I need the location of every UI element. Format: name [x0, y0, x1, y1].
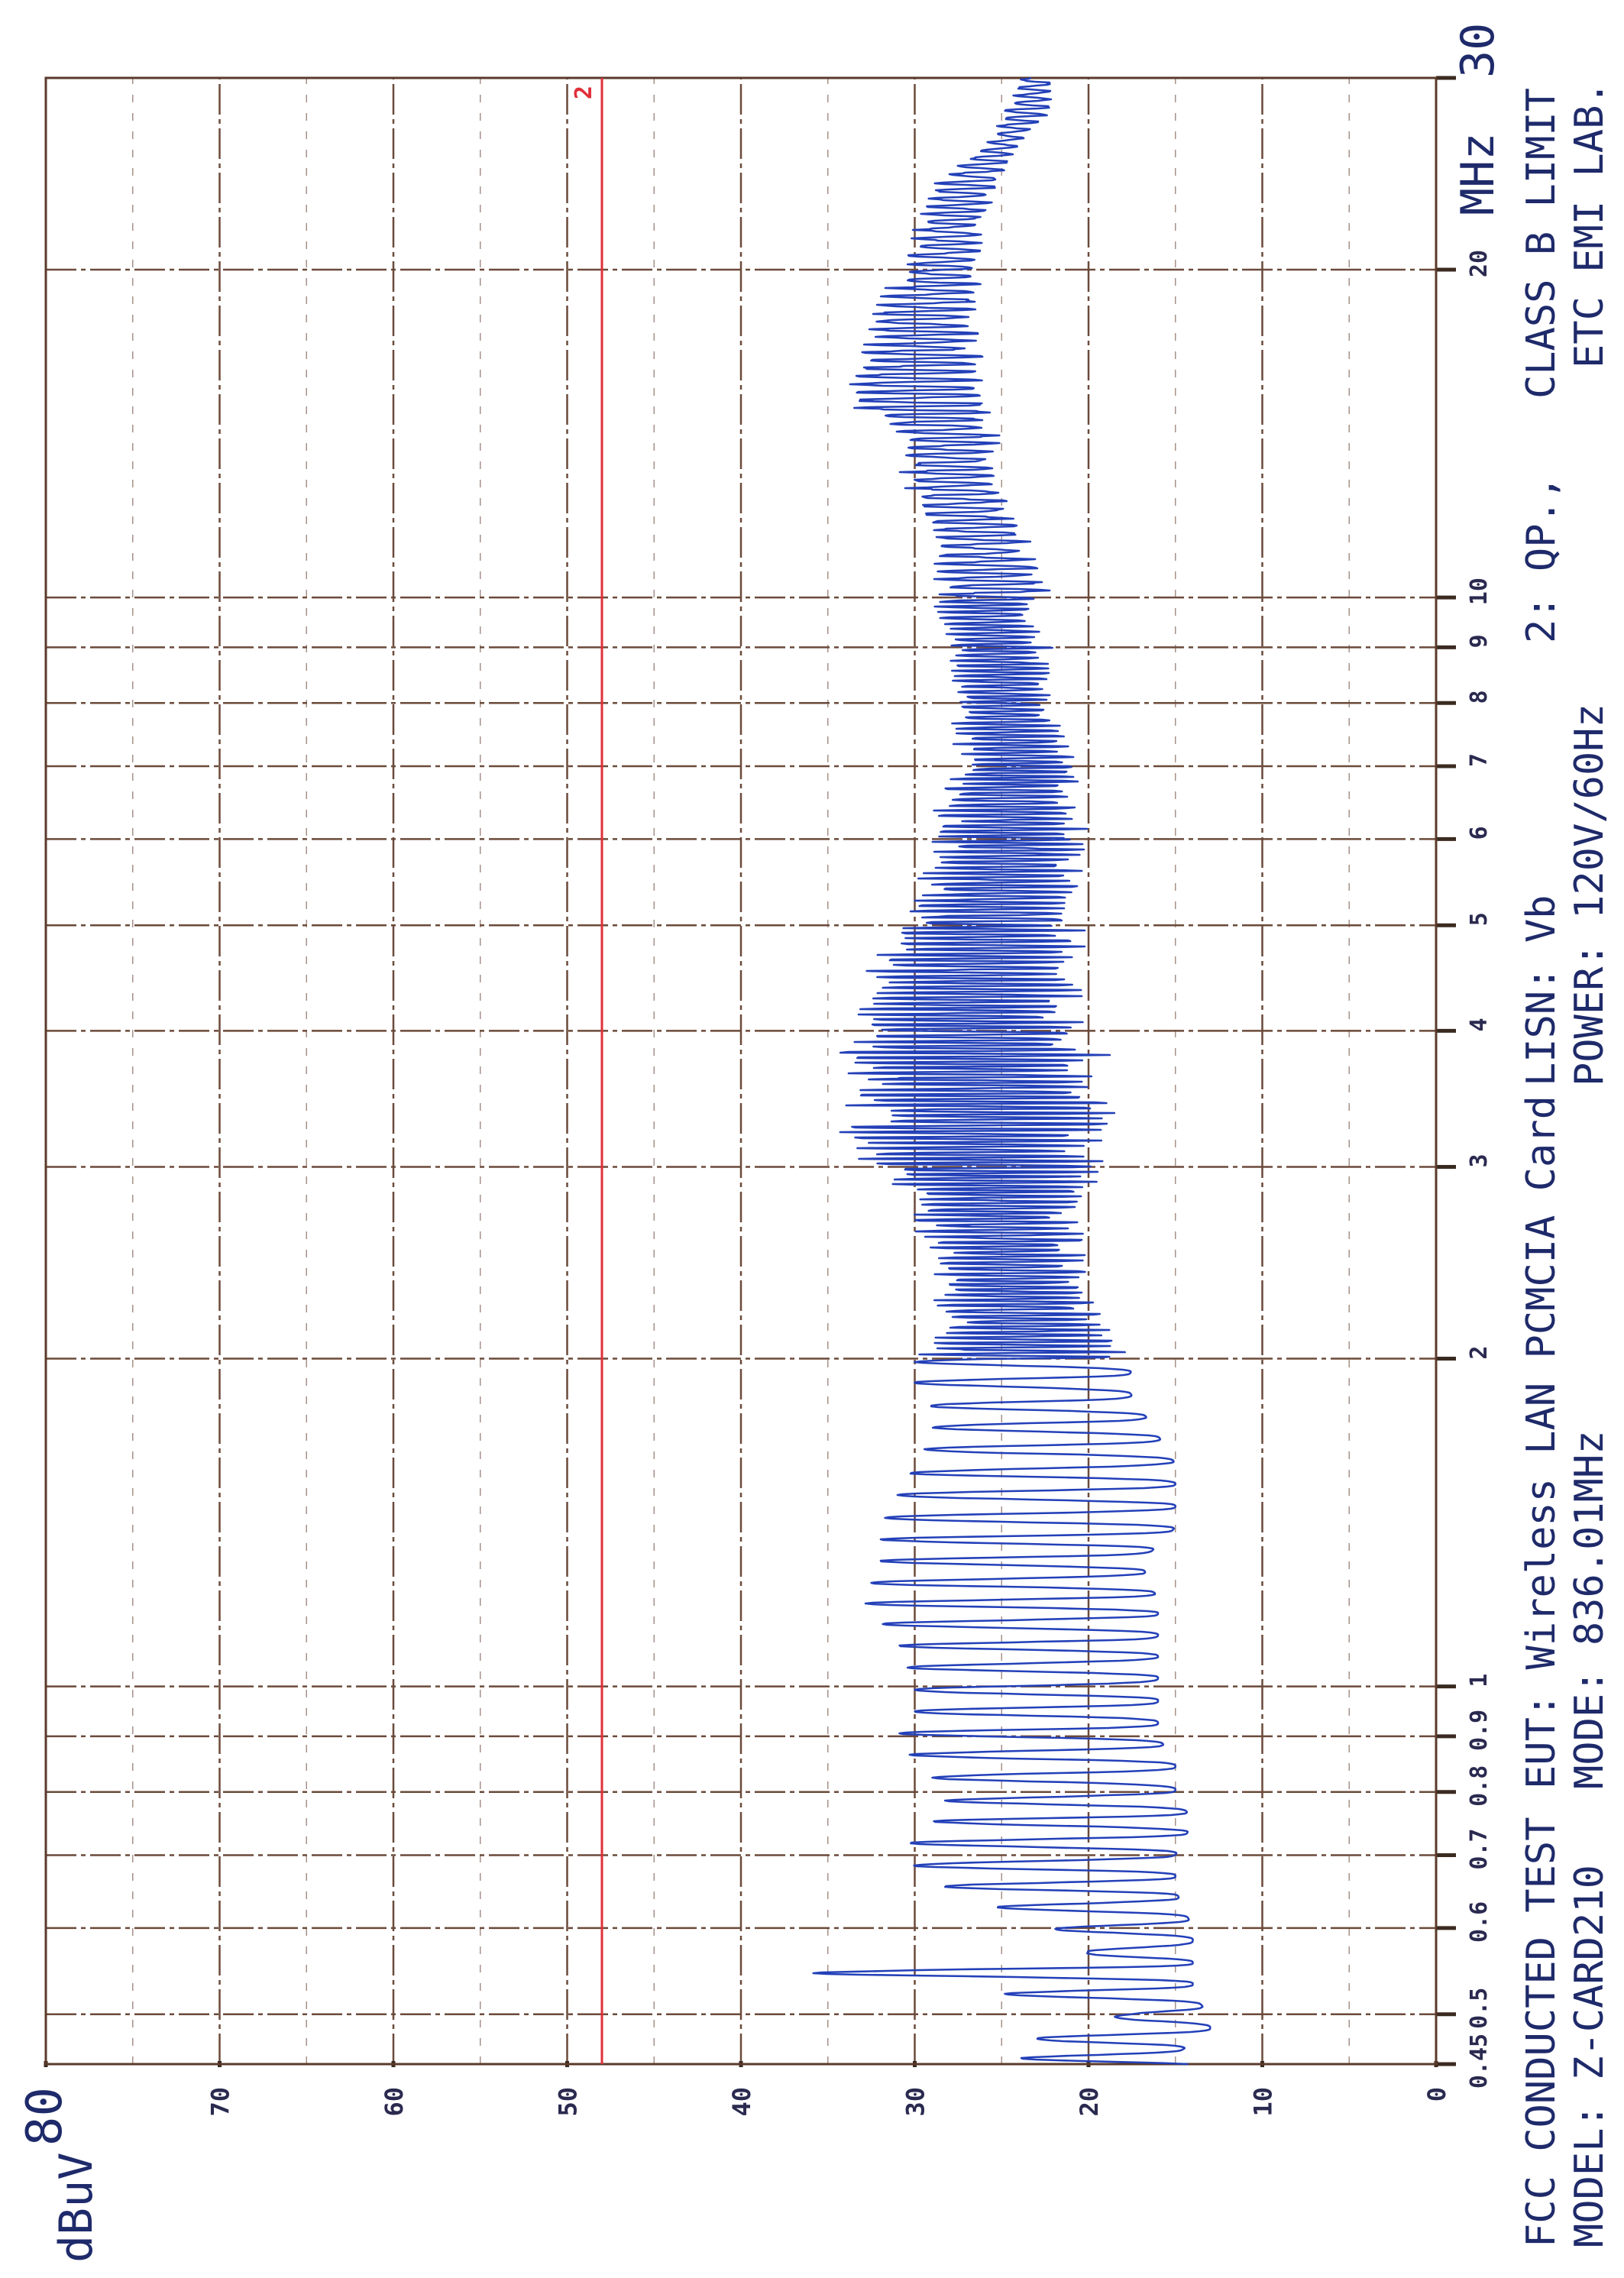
- footer-model: MODEL: Z-CARD210: [1567, 1865, 1613, 2247]
- footer-lab: ETC EMI LAB.: [1567, 81, 1613, 368]
- y-tick-label: 30: [901, 2087, 930, 2117]
- emission-trace: [812, 76, 1212, 2066]
- x-tick-label: 3: [1466, 1154, 1493, 1167]
- footer-eut: EUT: Wireless LAN PCMCIA Card: [1519, 1095, 1564, 1789]
- limit-line-label: 2: [571, 86, 597, 99]
- y-tick-label: 20: [1075, 2087, 1104, 2117]
- footer-mode: MODE: 836.01MHz: [1567, 1430, 1613, 1789]
- x-tick-label: 1: [1466, 1674, 1493, 1687]
- footer-limit-class: CLASS B LIMIT: [1519, 88, 1564, 399]
- x-tick-label: 20: [1466, 250, 1493, 277]
- x-tick-label: 5: [1466, 912, 1493, 926]
- x-tick-label: 8: [1466, 690, 1493, 704]
- trace-group: [812, 76, 1212, 2066]
- x-tick-label: 0.9: [1466, 1710, 1493, 1751]
- x-tick-label: 6: [1466, 826, 1493, 840]
- plot-border: [44, 76, 1438, 2066]
- x-unit-label: MHz: [1451, 133, 1505, 215]
- x-tick-label: 0.8: [1466, 1765, 1493, 1807]
- x-tick-labels: 0.45 0.5 0.6 0.7 0.8 0.9 1 2 3 4 5 6 7 8 9 10 20: [1466, 250, 1493, 2089]
- x-tick-label: 7: [1466, 753, 1493, 767]
- x-tick-label: 0.7: [1466, 1828, 1493, 1869]
- footer-detector: 2: QP.,: [1519, 476, 1564, 643]
- y-tick-label: 70: [206, 2087, 235, 2117]
- y-tick-label: 40: [727, 2087, 756, 2117]
- x-tick-label: 0.45: [1466, 2034, 1493, 2089]
- y-tick-label: 0: [1422, 2087, 1451, 2102]
- grid-major: [44, 76, 1456, 2067]
- footer-test-title: FCC CONDUCTED TEST: [1519, 1817, 1564, 2247]
- x-tick-label: 4: [1466, 1018, 1493, 1031]
- x-tick-label: 10: [1466, 578, 1493, 605]
- x-end-label: 30: [1451, 23, 1505, 78]
- x-tick-label: 2: [1466, 1345, 1493, 1359]
- x-tick-label: 9: [1466, 634, 1493, 648]
- footer-lisn: LISN: Vb: [1519, 895, 1564, 1086]
- y-unit-label: dBuV: [50, 2153, 103, 2263]
- y-tick-label: 50: [554, 2087, 583, 2117]
- y-tick-labels: 80 70 60 50 40 30 20 10 0: [17, 2087, 1451, 2146]
- y-tick-label: 80: [17, 2087, 73, 2146]
- y-tick-label: 10: [1249, 2087, 1278, 2117]
- y-tick-label: 60: [380, 2087, 409, 2117]
- x-tick-label: 0.6: [1466, 1901, 1493, 1943]
- x-tick-label: 0.5: [1466, 1988, 1493, 2029]
- limit-group: 2: [571, 78, 603, 2064]
- footer-power: POWER: 120V/60Hz: [1567, 704, 1613, 1086]
